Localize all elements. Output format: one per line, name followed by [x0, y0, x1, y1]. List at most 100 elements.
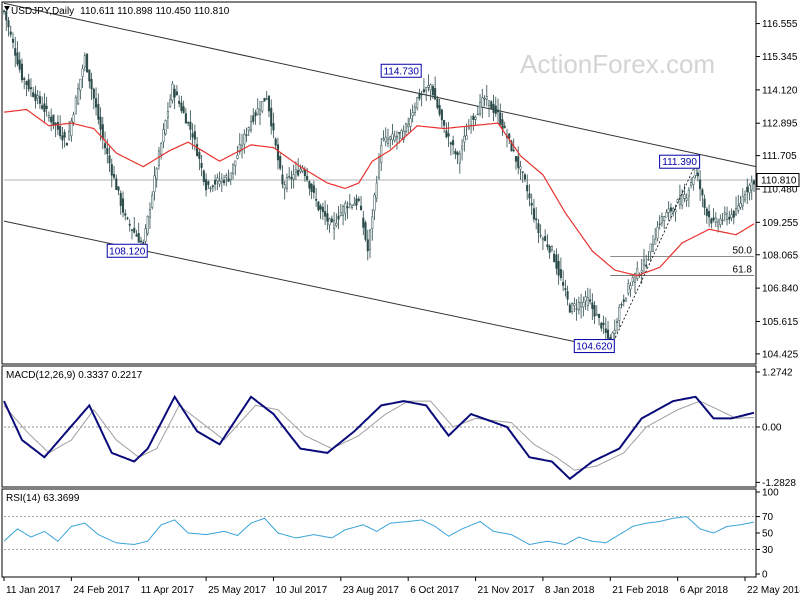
- price-candles: [2, 9, 756, 351]
- candle-body: [18, 59, 21, 70]
- rsi-y-axis: 100 70 50 30 0: [756, 488, 779, 581]
- candle-body: [737, 205, 740, 211]
- candle-body: [627, 283, 630, 294]
- candle-body: [180, 102, 183, 111]
- y-tick-label: 30: [762, 545, 774, 556]
- candle-body: [723, 212, 726, 215]
- candle-body: [265, 98, 268, 100]
- candle-body: [613, 329, 616, 335]
- candle-body: [7, 20, 10, 28]
- candle-body: [566, 291, 569, 300]
- candle-body: [61, 135, 64, 141]
- candle-body: [88, 69, 91, 82]
- candle-body: [537, 223, 540, 234]
- candle-body: [492, 103, 495, 113]
- y-tick-label: 50: [762, 529, 774, 540]
- candle-body: [580, 302, 583, 308]
- candle-body: [465, 135, 468, 140]
- candle-body: [377, 156, 381, 179]
- dashed-trend-line: [609, 164, 696, 349]
- candle-body: [714, 217, 717, 223]
- candle-body: [407, 123, 410, 128]
- candle-body: [373, 194, 376, 211]
- candle-body: [333, 219, 336, 229]
- candle-body: [267, 95, 271, 112]
- candle-body: [678, 195, 681, 205]
- candle-body: [274, 138, 277, 146]
- candle-body: [485, 96, 488, 100]
- candle-body: [667, 208, 670, 213]
- ohlc-high: 110.898: [117, 6, 153, 17]
- candle-body: [712, 217, 715, 221]
- candle-body: [490, 101, 493, 110]
- candle-body: [665, 212, 668, 218]
- channel-upper-line: [3, 2, 757, 168]
- candle-body: [555, 254, 558, 269]
- candle-body: [483, 97, 486, 100]
- candle-body: [550, 246, 553, 251]
- candle-body: [155, 168, 158, 180]
- candle-body: [108, 155, 111, 164]
- x-tick-label: 11 Apr 2017: [141, 585, 195, 596]
- candle-body: [65, 143, 68, 146]
- candle-body: [562, 282, 565, 286]
- candle-body: [63, 131, 66, 138]
- x-tick-label: 24 Feb 2017: [73, 585, 130, 596]
- candle-body: [317, 201, 320, 211]
- candle-body: [360, 205, 363, 211]
- candle-body: [496, 109, 500, 113]
- level-label: 61.8: [733, 265, 753, 276]
- candle-body: [234, 160, 237, 166]
- candle-body: [685, 197, 688, 201]
- candle-body: [510, 140, 513, 152]
- price-annotation-label: 104.620: [576, 342, 613, 353]
- candle-body: [258, 109, 262, 115]
- candle-body: [458, 153, 461, 164]
- candle-body: [36, 95, 39, 99]
- candle-body: [434, 88, 437, 100]
- candle-body: [299, 168, 302, 172]
- candle-body: [59, 126, 62, 137]
- candle-body: [56, 122, 59, 130]
- candle-body: [452, 140, 455, 146]
- y-tick-label: 0: [762, 570, 768, 581]
- price-annotations: 114.730 108.120 111.390 104.620: [106, 63, 701, 354]
- candle-body: [730, 214, 733, 219]
- macd-pane-title: MACD(12,26,9) 0.3337 0.2217: [6, 370, 143, 381]
- candle-body: [324, 211, 327, 217]
- candle-body: [411, 112, 414, 117]
- candle-body: [86, 53, 89, 73]
- candle-body: [541, 238, 544, 241]
- pane-dropdown-icon[interactable]: [4, 6, 10, 11]
- candle-body: [32, 92, 35, 97]
- candle-body: [595, 313, 598, 316]
- candle-body: [368, 229, 372, 250]
- y-tick-label: -1.2828: [762, 478, 796, 489]
- symbol-title: USDJPY,Daily: [11, 6, 74, 17]
- candle-body: [29, 87, 32, 90]
- channel-lower-line: [3, 220, 611, 350]
- x-tick-label: 8 Jan 2018: [545, 585, 595, 596]
- candle-body: [92, 88, 95, 99]
- candle-body: [144, 228, 147, 242]
- candle-body: [629, 285, 632, 290]
- candle-body: [70, 120, 73, 137]
- y-tick-label: 111.705: [762, 151, 797, 162]
- candle-body: [5, 11, 8, 21]
- candle-body: [384, 136, 387, 142]
- candle-body: [398, 132, 401, 134]
- candle-body: [445, 130, 448, 138]
- price-annotation-label: 108.120: [109, 246, 146, 257]
- candle-body: [514, 156, 518, 162]
- candle-body: [308, 181, 311, 189]
- level-label: 50.0: [733, 246, 753, 257]
- candle-body: [112, 174, 116, 178]
- candle-body: [52, 114, 55, 126]
- retracement-dashed-line: [609, 164, 696, 349]
- candle-body: [146, 216, 149, 234]
- x-tick-label: 10 Jul 2017: [275, 585, 327, 596]
- candle-body: [463, 135, 466, 143]
- candle-body: [647, 258, 650, 261]
- macd-signal-line: [3, 400, 755, 471]
- candle-body: [355, 198, 358, 206]
